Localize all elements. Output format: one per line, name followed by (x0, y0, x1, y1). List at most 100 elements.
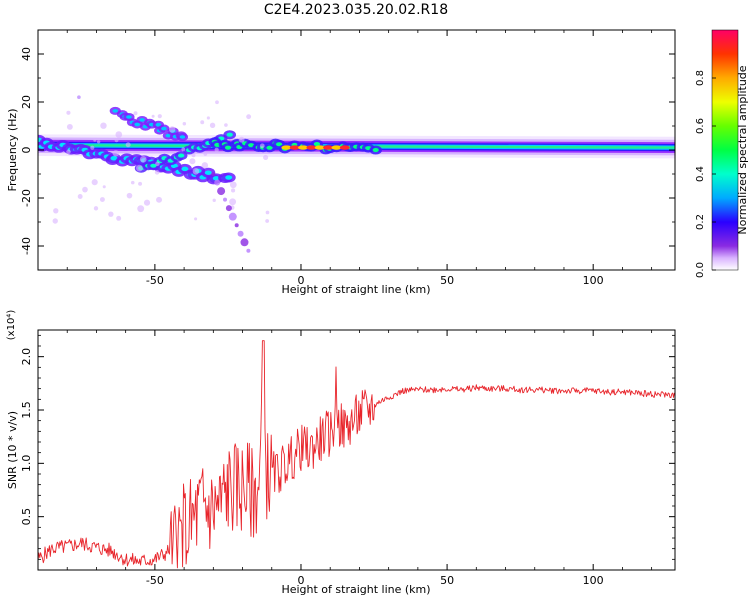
spectrogram-blob-core (155, 122, 162, 127)
spectrogram-speckle (77, 194, 83, 199)
spectrogram-speckle (229, 198, 237, 206)
spectrogram-speckle (93, 138, 97, 142)
spectrogram-blob-core (139, 118, 145, 122)
colorbar-tick-label: 0.2 (695, 214, 706, 230)
spectrogram-x-label: Height of straight line (km) (281, 283, 430, 296)
spectrogram-tail-blob (234, 223, 239, 228)
spectrogram-tail-blob (246, 248, 251, 253)
spectrogram-peak-blob (314, 145, 325, 150)
spectrogram-speckle (99, 197, 105, 202)
snr-x-label: Height of straight line (km) (281, 583, 430, 596)
spectrogram-speckle (246, 114, 252, 120)
spectrogram-speckle (238, 136, 245, 143)
snr-frame (37, 329, 676, 571)
spectrogram-speckle (66, 123, 73, 130)
spectrogram-speckle (53, 208, 59, 214)
spectrogram-speckle (108, 211, 114, 217)
snr-x-tick-label: 0 (297, 574, 304, 587)
spectrogram-blob-core (179, 135, 186, 139)
spectrogram-blob-core (110, 155, 118, 161)
spectrogram-speckle (90, 145, 95, 150)
spectrogram-blob-core (224, 145, 232, 150)
snr-ticks: -50 0 50 100 0.5 1.0 1.5 2.0 (20, 330, 675, 587)
spectrogram-blob-core (266, 145, 273, 150)
spectrogram-speckle (259, 143, 265, 149)
spectrogram-speckle (139, 155, 147, 163)
spectrogram-speckle (100, 122, 107, 129)
spectrogram-speckle (116, 215, 122, 221)
spectrogram-speckle (77, 95, 81, 99)
spectrogram-speckle (214, 147, 219, 152)
spectrogram-speckle (200, 120, 205, 125)
snr-panel: -50 0 50 100 0.5 1.0 1.5 2.0 Height of straight… (6, 310, 676, 596)
spectrogram-speckle (133, 111, 138, 116)
spectrogram-speckle (66, 110, 71, 115)
spectrogram-peak-blob (339, 145, 350, 150)
spectrogram-peak-blob (306, 145, 317, 150)
spectrogram-image (38, 95, 675, 253)
colorbar-tick-label: 0.0 (695, 262, 706, 278)
colorbar-tick-label: 0.4 (695, 166, 706, 182)
spectrogram-speckle (169, 126, 176, 133)
spectrogram-speckle (112, 150, 120, 157)
spectrogram-speckle (215, 100, 219, 105)
spectrogram-tail-blob (237, 230, 244, 237)
spectrogram-y-tick-label: -20 (20, 189, 33, 207)
spectrogram-speckle (114, 138, 119, 143)
spectrogram-blob-core (313, 142, 321, 147)
spectrogram-tail-blob (214, 179, 221, 186)
spectrogram-speckle (194, 217, 198, 221)
colorbar-label: Normalized spectral amplitude (736, 65, 749, 234)
spectrogram-speckle (93, 206, 99, 211)
spectrogram-ticks: -50 0 50 100 -40 -20 0 20 40 (20, 29, 675, 287)
spectrogram-speckle (231, 188, 236, 193)
snr-y-label: SNR (10 * v/v) (6, 411, 19, 489)
snr-y-tick-label: 1.5 (20, 401, 33, 419)
spectrogram-speckle (181, 147, 186, 152)
spectrogram-y-label: Frequency (Hz) (6, 109, 19, 192)
spectrogram-speckle (265, 210, 270, 215)
spectrogram-y-tick-label: -40 (20, 237, 33, 255)
spectrogram-peak-blob (289, 145, 300, 150)
spectrogram-speckle (201, 162, 209, 169)
spectrogram-speckle (82, 186, 88, 193)
spectrogram-tail-blob (228, 212, 237, 221)
spectrogram-speckle (229, 181, 237, 189)
spectrogram-speckle (136, 164, 143, 172)
spectrogram-speckle (182, 121, 187, 126)
spectrogram-blob-core (161, 126, 167, 131)
spectrogram-speckle (156, 196, 163, 203)
spectrogram-speckle (155, 161, 160, 167)
spectrogram-blob-core (212, 176, 220, 181)
spectrogram-x-tick-label: 0 (297, 274, 304, 287)
spectrogram-speckle (138, 181, 143, 186)
spectrogram-speckle (212, 198, 216, 202)
snr-y-tick-label: 1.0 (20, 455, 33, 473)
spectrogram-panel: -50 0 50 100 -40 -20 0 20 40 Height of straight … (6, 29, 676, 296)
spectrogram-speckle (96, 140, 101, 144)
snr-x-tick-label: -50 (146, 574, 164, 587)
snr-series-line (38, 340, 675, 569)
colorbar-gradient (711, 29, 739, 271)
spectrogram-tail-blob (211, 172, 216, 176)
snr-y-unit: (x10⁴) (6, 310, 17, 341)
spectrogram-speckle (203, 152, 208, 156)
spectrogram-speckle (265, 219, 270, 223)
spectrogram-blob-core (225, 175, 233, 180)
spectrogram-x-tick-label: -50 (146, 274, 164, 287)
spectrogram-x-tick-label: 50 (440, 274, 454, 287)
spectrogram-speckle (157, 114, 162, 119)
spectrogram-speckle (206, 116, 210, 120)
spectrogram-blob-core (112, 109, 119, 113)
spectrogram-blob-core (275, 142, 283, 147)
snr-y-tick-label: 0.5 (20, 508, 33, 526)
spectrogram-blob-core (204, 170, 212, 175)
spectrogram-y-tick-label: 40 (20, 47, 33, 61)
snr-x-tick-label: 100 (583, 574, 604, 587)
spectrogram-blob-core (134, 122, 140, 127)
spectrogram-speckle (66, 149, 71, 155)
spectrogram-speckle (137, 205, 145, 213)
snr-x-tick-label: 50 (440, 574, 454, 587)
spectrogram-speckle (191, 153, 196, 158)
spectrogram-speckle (151, 114, 155, 118)
